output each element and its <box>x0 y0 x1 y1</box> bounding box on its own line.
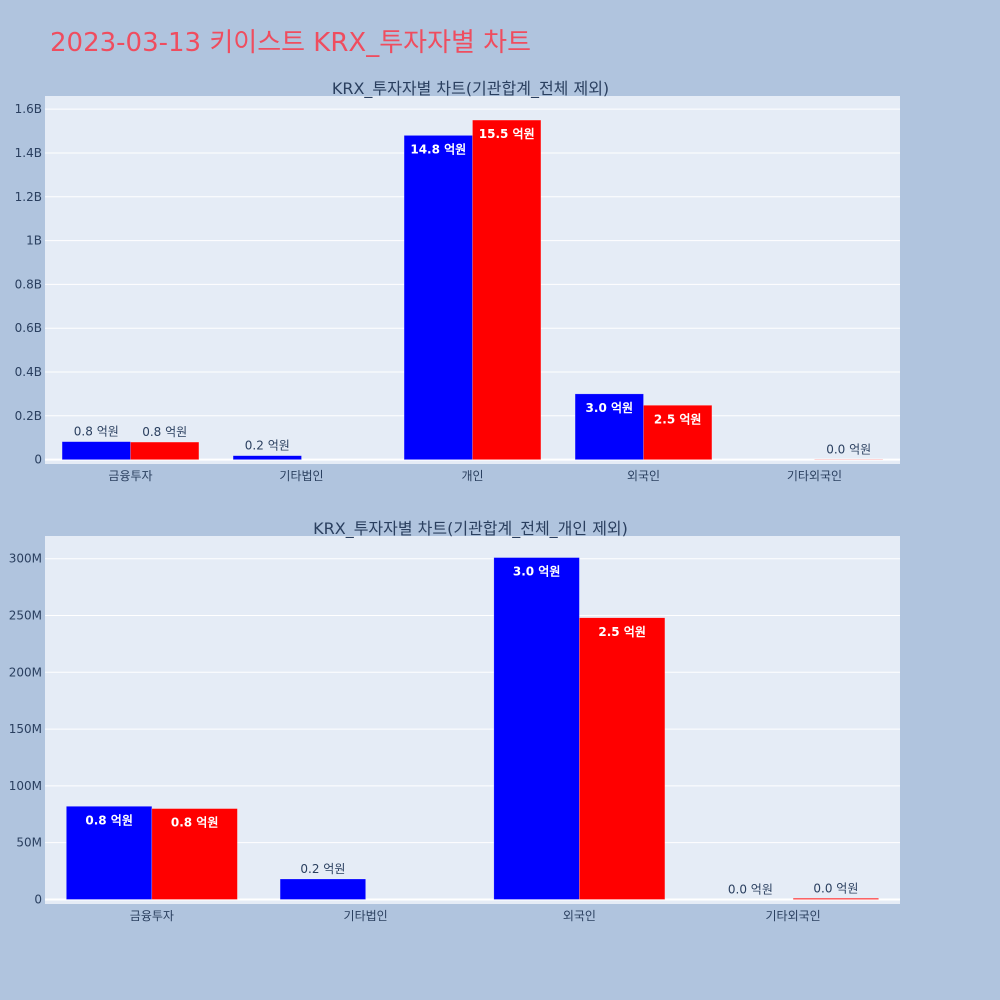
x-tick-label: 외국인 <box>563 909 596 923</box>
y-tick-label: 1.4B <box>15 146 42 160</box>
data-label: 2.5 억원 <box>654 412 702 426</box>
data-label: 14.8 억원 <box>410 142 466 156</box>
y-tick-label: 1.6B <box>15 102 42 116</box>
y-tick-label: 0.4B <box>15 365 42 379</box>
data-label: 0.0 억원 <box>813 881 858 895</box>
data-label: 15.5 억원 <box>479 127 535 141</box>
x-tick-label: 외국인 <box>627 469 660 483</box>
bar <box>574 393 644 460</box>
bar <box>151 808 238 900</box>
y-tick-label: 300M <box>9 552 42 566</box>
y-tick-label: 0.2B <box>15 409 42 423</box>
y-tick-label: 1B <box>26 234 42 248</box>
data-label: 0.8 억원 <box>74 425 119 439</box>
x-tick-label: 개인 <box>461 469 483 483</box>
chart-investor-excl-institution: KRX_투자자별 차트(기관합계_전체 제외) 0 0.2B 0.4B 0.6B 0.8B… <box>15 79 900 483</box>
bar <box>579 617 666 900</box>
data-label: 0.0 억원 <box>826 442 871 456</box>
bar <box>61 441 131 460</box>
data-label: 0.8 억원 <box>85 813 133 827</box>
bar <box>130 441 200 460</box>
y-tick-label: 250M <box>9 609 42 623</box>
bar <box>232 455 302 460</box>
data-label: 3.0 억원 <box>513 565 561 579</box>
y-tick-label: 200M <box>9 665 42 679</box>
y-tick-label: 1.2B <box>15 190 42 204</box>
data-label: 0.8 억원 <box>171 816 219 830</box>
bar <box>403 135 473 460</box>
chart-title: KRX_투자자별 차트(기관합계_전체_개인 제외) <box>313 519 628 539</box>
y-tick-label: 0.8B <box>15 277 42 291</box>
data-label: 2.5 억원 <box>598 625 646 639</box>
data-label: 3.0 억원 <box>586 401 634 415</box>
y-tick-label: 0.6B <box>15 321 42 335</box>
bar <box>493 557 580 900</box>
bar <box>66 806 153 900</box>
y-tick-label: 150M <box>9 722 42 736</box>
x-tick-label: 금융투자 <box>130 909 174 923</box>
data-label: 0.2 억원 <box>300 862 345 876</box>
data-label: 0.8 억원 <box>142 425 187 439</box>
page-title: 2023-03-13 키이스트 KRX_투자자별 차트 <box>50 28 532 58</box>
chart-investor-excl-institution-individual: KRX_투자자별 차트(기관합계_전체_개인 제외) 0 50M 100M 150M 20… <box>9 519 900 923</box>
bar <box>643 405 713 460</box>
x-tick-label: 기타법인 <box>279 469 323 483</box>
y-tick-label: 0 <box>34 453 42 467</box>
x-tick-label: 금융투자 <box>108 469 152 483</box>
data-label: 0.0 억원 <box>728 882 773 896</box>
bar <box>279 878 366 900</box>
y-tick-label: 50M <box>16 836 42 850</box>
x-tick-label: 기타법인 <box>344 909 388 923</box>
x-tick-label: 기타외국인 <box>766 909 821 923</box>
y-tick-label: 100M <box>9 779 42 793</box>
x-tick-label: 기타외국인 <box>787 469 842 483</box>
y-tick-label: 0 <box>34 892 42 906</box>
bar <box>472 119 542 460</box>
bar <box>792 898 879 900</box>
chart-title: KRX_투자자별 차트(기관합계_전체 제외) <box>332 79 609 99</box>
data-label: 0.2 억원 <box>245 439 290 453</box>
